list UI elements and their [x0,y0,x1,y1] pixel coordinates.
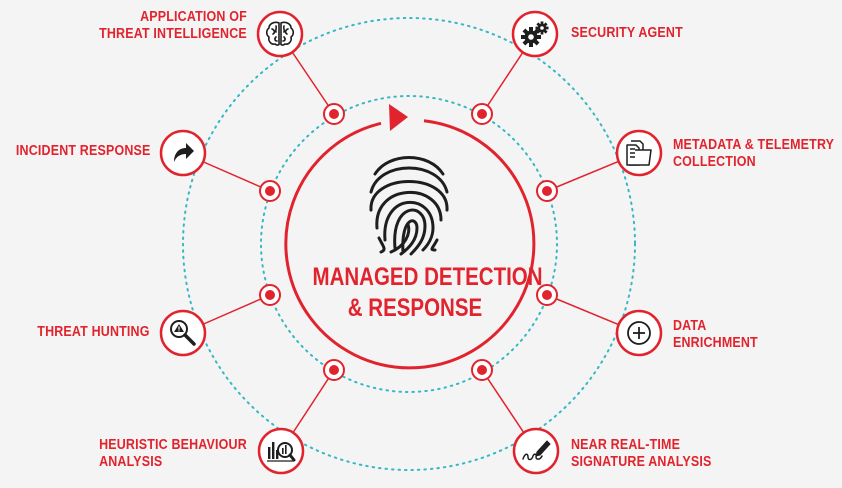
label-threat-intelligence: APPLICATION OF THREAT INTELLIGENCE [99,9,247,42]
center-title-line2: & RESPONSE [347,294,483,322]
label-heuristic-behaviour: HEURISTIC BEHAVIOUR ANALYSIS [99,437,247,470]
label-incident-response: INCIDENT RESPONSE [15,143,150,159]
documents-icon [626,140,652,166]
gears-icon [521,21,549,47]
label-security-agent: SECURITY AGENT [571,25,683,41]
label-metadata-telemetry: METADATA & TELEMETRY COLLECTION [673,137,835,170]
ring-node [323,359,345,381]
inner-dotted-ring [260,95,558,393]
plus-circle-icon [627,321,651,345]
chart-magnifier-icon [267,442,296,462]
brain-icon [265,21,295,46]
pen-signature-icon [522,440,551,461]
ring-node [471,359,493,381]
ring-node [323,103,345,125]
ring-node [536,180,558,202]
label-signature-analysis: NEAR REAL-TIME SIGNATURE ANALYSIS [571,437,712,470]
ring-node [259,284,281,306]
ring-nodes [259,103,558,381]
outer-dotted-ring [182,17,636,471]
ring-node [536,284,558,306]
fingerprint-icon [369,156,449,256]
label-threat-hunting: THREAT HUNTING [37,324,150,340]
center-title-line1: MANAGED DETECTION [312,263,543,291]
forward-arrow-icon [174,143,194,162]
cycle-arrowhead-icon [389,104,408,131]
ring-node [259,180,281,202]
magnifier-warning-icon [170,320,196,346]
ring-node [471,103,493,125]
label-data-enrichment: DATA ENRICHMENT [673,318,758,351]
center-title: MANAGED DETECTION & RESPONSE [312,262,543,324]
cycle-arc [284,119,536,370]
